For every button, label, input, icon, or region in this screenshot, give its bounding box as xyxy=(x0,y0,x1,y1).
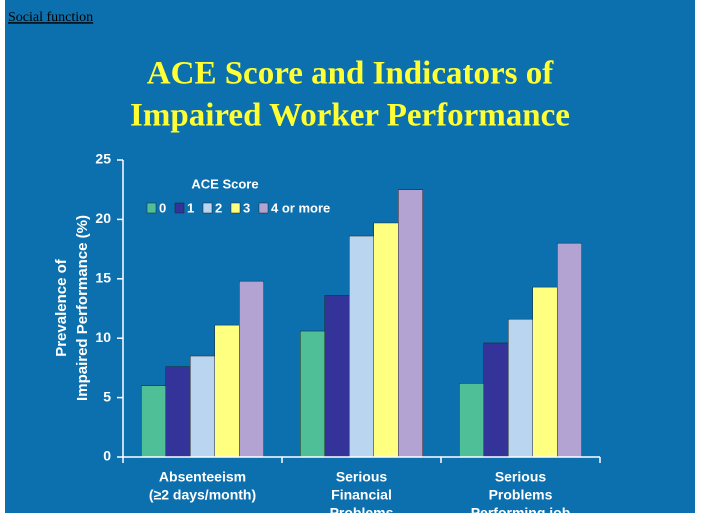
legend-label: 1 xyxy=(187,200,194,215)
bar xyxy=(141,385,166,458)
y-tick-label: 15 xyxy=(95,270,111,286)
legend-label: 3 xyxy=(243,200,250,215)
bar xyxy=(373,222,399,458)
x-tick-label: (≥2 days/month) xyxy=(149,487,256,503)
bar xyxy=(214,324,240,458)
legend-swatch xyxy=(174,202,185,214)
y-tick-label: 5 xyxy=(103,388,111,404)
y-tick-label: 20 xyxy=(95,210,111,226)
y-axis-label: Prevalence of xyxy=(53,258,70,357)
bar xyxy=(165,366,191,458)
bar xyxy=(398,189,423,458)
legend-swatch xyxy=(146,202,157,214)
legend-label: 2 xyxy=(215,200,222,215)
x-tick-label: Serious xyxy=(336,469,388,485)
y-tick-label: 25 xyxy=(95,151,111,167)
x-tick-label: Performing job xyxy=(471,505,571,513)
header: Social function xyxy=(8,10,93,25)
x-tick-label: Problems xyxy=(489,487,553,503)
bar xyxy=(483,342,509,458)
legend-label: 4 or more xyxy=(271,200,330,215)
bar xyxy=(349,235,374,458)
bar xyxy=(300,330,325,458)
bar xyxy=(239,280,264,458)
y-axis-label: Impaired Performance (%) xyxy=(74,215,91,401)
bar xyxy=(324,295,350,458)
y-tick-label: 0 xyxy=(103,448,111,464)
bar xyxy=(459,383,484,458)
legend-swatch xyxy=(258,202,269,214)
y-tick-label: 10 xyxy=(95,329,111,345)
x-tick-label: Financial xyxy=(331,487,392,503)
bar xyxy=(508,318,533,458)
legend-swatch xyxy=(230,202,241,214)
x-tick-label: Serious xyxy=(495,469,547,485)
legend-swatch xyxy=(202,202,213,214)
legend-title: ACE Score xyxy=(191,176,258,191)
chart-title: Impaired Worker Performance xyxy=(130,98,570,134)
x-tick-label: Absenteeism xyxy=(159,469,246,485)
x-tick-label: Problems xyxy=(330,505,394,513)
bar xyxy=(557,242,582,458)
legend-label: 0 xyxy=(159,200,166,215)
bar xyxy=(190,355,215,458)
bar xyxy=(532,286,558,458)
chart-title: ACE Score and Indicators of xyxy=(147,56,554,92)
